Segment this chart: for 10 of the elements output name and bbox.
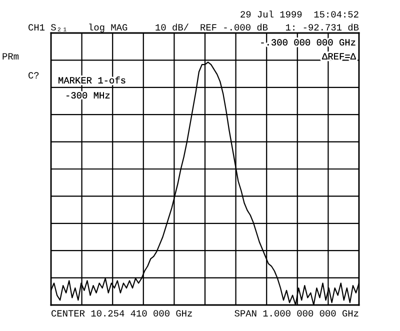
text: 29 Jul 1999 15:04:52: [240, 10, 358, 18]
text: log MAG: [89, 24, 128, 32]
text: REF -.000 dB: [200, 24, 268, 31]
text: 1: -92.731 dB: [286, 24, 359, 31]
text: CH1 S₂₁: [28, 24, 66, 32]
text: SPAN 1.000 000 000 GHz: [234, 310, 358, 317]
text: PRm: [2, 53, 19, 60]
text: 10 dB/: [156, 24, 188, 31]
text: C?: [28, 72, 39, 79]
text: CENTER 10.254 410 000 GHz: [52, 310, 192, 317]
